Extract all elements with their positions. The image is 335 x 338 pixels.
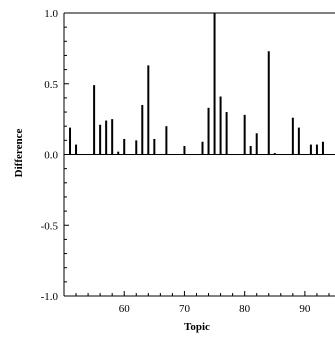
y-tick-label: 1.0 xyxy=(44,8,58,20)
y-axis-label: Difference xyxy=(13,129,25,178)
y-tick-label: 0.5 xyxy=(44,79,58,91)
x-tick-label: 60 xyxy=(119,303,131,315)
x-axis: 60 70 80 90 xyxy=(63,291,330,315)
y-tick-label: -0.5 xyxy=(41,220,59,232)
x-tick-label: 80 xyxy=(239,303,251,315)
x-tick-label: 70 xyxy=(179,303,191,315)
y-tick-label: 0.0 xyxy=(44,150,58,162)
plot-frame xyxy=(63,12,335,297)
bar-series xyxy=(69,13,324,155)
y-tick-label: -1.0 xyxy=(41,291,59,303)
x-axis-label: Topic xyxy=(184,321,210,333)
x-tick-label: 90 xyxy=(299,303,311,315)
y-axis: -1.0 -0.5 0.0 0.5 1.0 xyxy=(41,8,69,303)
